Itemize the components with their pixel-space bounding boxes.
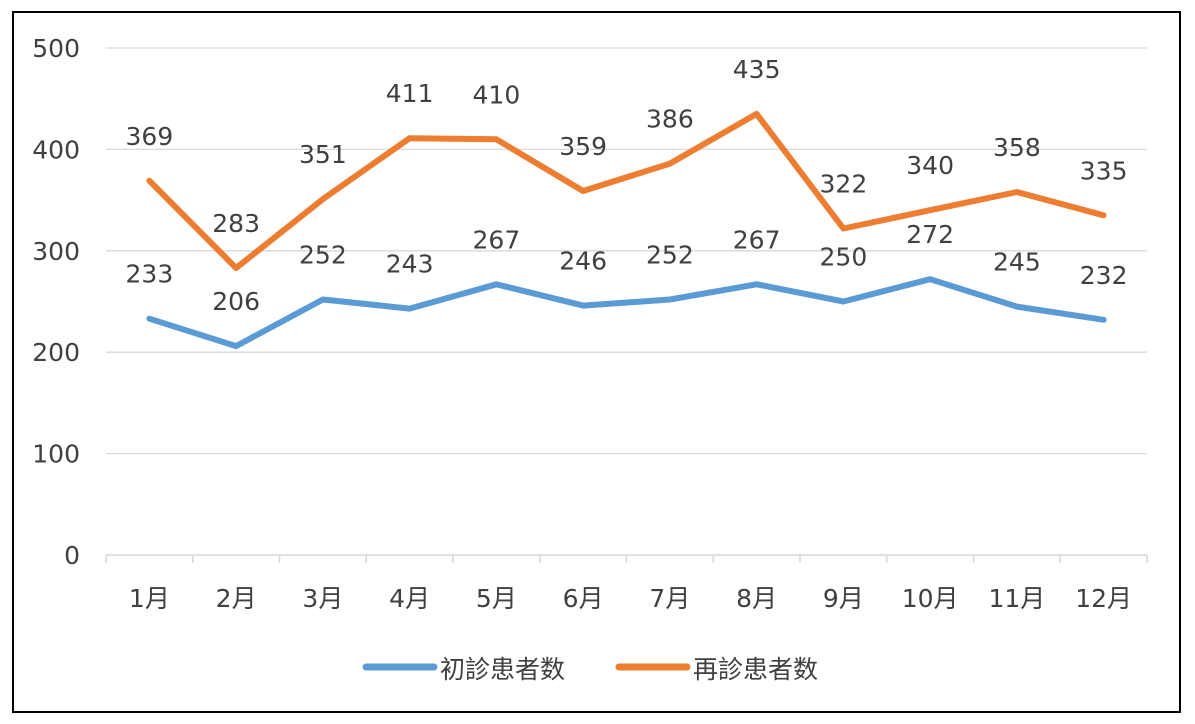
data-label: 250 <box>820 243 868 272</box>
y-tick-label: 400 <box>32 135 80 164</box>
data-label: 206 <box>212 287 260 316</box>
data-label: 272 <box>906 220 954 249</box>
data-label: 233 <box>126 260 174 289</box>
data-label: 245 <box>993 248 1041 277</box>
data-label: 267 <box>733 225 781 254</box>
y-tick-label: 500 <box>32 34 80 63</box>
data-label: 243 <box>386 250 434 279</box>
y-tick-label: 100 <box>32 440 80 469</box>
data-label: 252 <box>646 240 694 269</box>
x-tick-label: 10月 <box>902 584 959 613</box>
data-label: 232 <box>1080 261 1128 290</box>
line-chart: 0 100 200 300 400 500 1月 2月 3月 4月 5月 6月 7月 8月 9月 10月 11… <box>32 34 1148 684</box>
series-lines <box>146 110 1107 350</box>
x-tick-label: 5月 <box>476 584 517 613</box>
y-axis-tick-labels: 0 100 200 300 400 500 <box>32 34 80 570</box>
x-tick-label: 2月 <box>216 584 257 613</box>
chart-frame: 0 100 200 300 400 500 1月 2月 3月 4月 5月 6月 7月 8月 9月 10月 11… <box>12 11 1181 713</box>
x-tick-label: 7月 <box>649 584 690 613</box>
x-axis-tick-labels: 1月 2月 3月 4月 5月 6月 7月 8月 9月 10月 11月 12月 <box>129 584 1132 613</box>
data-label: 351 <box>299 140 347 169</box>
x-tick-label: 3月 <box>302 584 343 613</box>
legend-label: 再診患者数 <box>693 655 818 684</box>
data-label: 322 <box>820 169 868 198</box>
y-tick-label: 200 <box>32 338 80 367</box>
x-tick-label: 9月 <box>823 584 864 613</box>
x-tick-label: 1月 <box>129 584 170 613</box>
data-label: 267 <box>473 225 521 254</box>
data-label: 358 <box>993 133 1041 162</box>
legend-label: 初診患者数 <box>440 655 565 684</box>
legend: 初診患者数 再診患者数 <box>362 655 818 684</box>
data-label: 283 <box>212 209 260 238</box>
data-label: 359 <box>559 132 607 161</box>
data-label: 335 <box>1080 156 1128 185</box>
x-tick-label: 11月 <box>988 584 1045 613</box>
data-labels: 233 206 252 243 267 246 252 267 250 272 245 232 369 2… <box>126 55 1128 316</box>
data-label: 411 <box>386 79 434 108</box>
data-label: 410 <box>473 80 521 109</box>
y-tick-label: 0 <box>64 541 80 570</box>
data-label: 340 <box>906 151 954 180</box>
data-label: 435 <box>733 55 781 84</box>
x-tick-label: 4月 <box>389 584 430 613</box>
data-label: 246 <box>559 247 607 276</box>
series-line-1 <box>146 276 1107 350</box>
y-tick-label: 300 <box>32 237 80 266</box>
x-tick-label: 8月 <box>736 584 777 613</box>
x-axis <box>105 554 1148 563</box>
data-label: 386 <box>646 105 694 134</box>
x-tick-label: 6月 <box>563 584 604 613</box>
grid-lines <box>106 47 1147 455</box>
data-label: 252 <box>299 240 347 269</box>
x-tick-label: 12月 <box>1075 584 1132 613</box>
data-label: 369 <box>126 122 174 151</box>
series-line-2 <box>146 110 1107 271</box>
